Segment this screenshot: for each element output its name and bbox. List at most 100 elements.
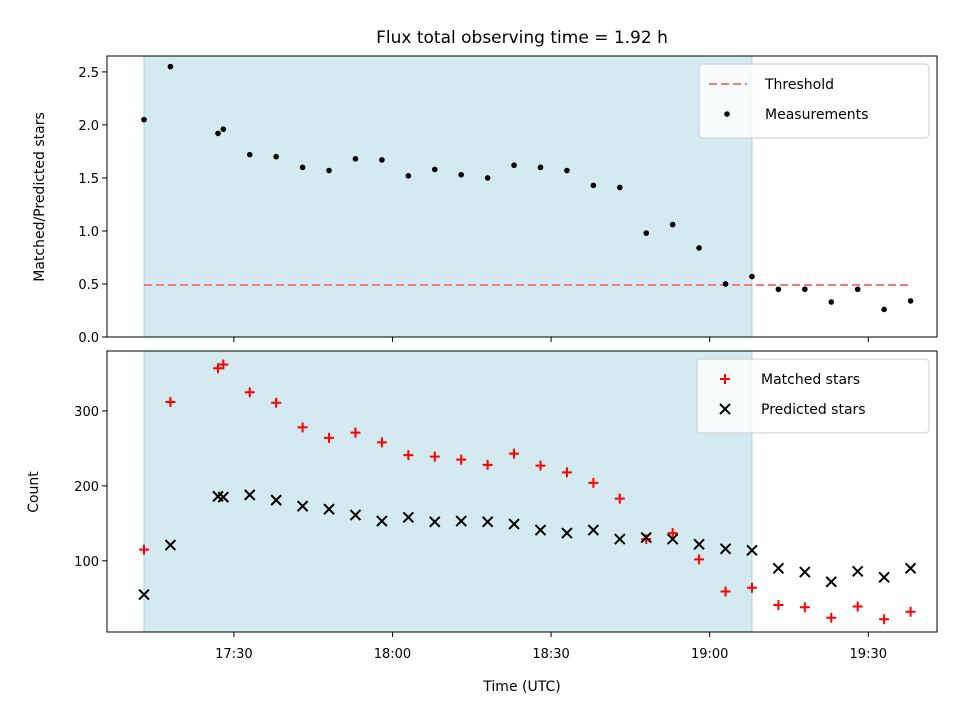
top-y-tick-label: 1.0: [78, 225, 99, 240]
bottom-panel: 100 200 300 17:30 18:00 18:30 19:00 19:30 Matche…: [74, 350, 938, 662]
predicted-stars-point: [244, 489, 256, 501]
top-plot-frame: [106, 55, 938, 338]
matched-stars-point: [482, 459, 493, 470]
legend-label: Predicted stars: [761, 402, 866, 418]
legend-label: Measurements: [765, 107, 868, 123]
predicted-stars-point: [904, 562, 917, 575]
matched-stars-point: [614, 493, 625, 504]
matched-stars-point: [720, 586, 731, 597]
top-y-tick-label: 0.0: [78, 331, 99, 346]
measurement-point: [246, 151, 253, 158]
measurement-point: [669, 221, 676, 228]
predicted-stars-point: [508, 518, 520, 530]
matched-stars-point: [905, 606, 916, 617]
measurement-point: [537, 164, 544, 171]
predicted-stars-point: [402, 511, 415, 524]
predicted-stars-point: [349, 509, 362, 521]
matched-stars-point: [694, 554, 705, 565]
top-y-tick-label: 0.5: [78, 278, 99, 293]
measurement-point: [617, 184, 623, 191]
predicted-stars-point: [376, 515, 388, 527]
matched-stars-point: [139, 544, 150, 555]
measurement-point: [802, 286, 808, 293]
predicted-stars-point: [217, 491, 230, 503]
matched-stars-point: [244, 387, 255, 398]
bottom-y-axis-label: Count: [26, 471, 42, 513]
measurement-point: [215, 130, 221, 137]
predicted-stars-point: [719, 543, 732, 555]
legend-predicted-stars-swatch: [719, 403, 731, 415]
matched-stars-point: [667, 528, 678, 539]
x-axis-label: Time (UTC): [482, 679, 560, 695]
top-y-tick-label: 2.5: [78, 66, 99, 81]
matched-stars-point: [429, 451, 440, 462]
matched-stars-point: [350, 427, 361, 438]
x-tick-label: 17:30: [215, 647, 252, 662]
bottom-shaded-span: [143, 350, 753, 633]
predicted-stars-point: [666, 533, 679, 545]
matched-stars-point: [403, 450, 414, 461]
matched-stars-point: [879, 614, 890, 625]
measurement-point: [405, 173, 412, 179]
measurement-point: [484, 175, 491, 181]
matched-stars-point: [297, 422, 308, 433]
matched-stars-point: [773, 600, 784, 611]
measurement-point: [352, 156, 359, 162]
predicted-stars-point: [640, 531, 652, 544]
top-y-tick-label: 1.5: [78, 172, 99, 187]
measurement-point: [907, 298, 914, 304]
top-shaded-span: [143, 55, 753, 338]
matched-stars-point: [324, 432, 335, 443]
top-panel: 0.0 0.5 1.0 1.5 2.0 2.5 Threshold Measurements: [78, 55, 938, 346]
measurement-point: [511, 162, 517, 169]
measurement-point: [141, 116, 147, 123]
measurement-point: [431, 166, 438, 173]
x-tick-label: 18:00: [374, 647, 411, 662]
matched-stars-point: [271, 397, 282, 408]
predicted-stars-point: [825, 576, 837, 588]
predicted-stars-point: [429, 516, 441, 528]
bottom-y-tick-label: 300: [74, 405, 99, 420]
x-tick-label: 19:30: [850, 647, 887, 662]
bottom-plot-frame: [106, 350, 938, 633]
measurement-point: [749, 273, 755, 280]
measurement-point: [379, 157, 385, 163]
matched-stars-point: [799, 602, 810, 613]
measurement-point: [458, 171, 465, 178]
matched-stars-point: [213, 363, 224, 374]
predicted-stars-point: [561, 527, 573, 539]
top-legend-box: [698, 63, 930, 139]
matched-stars-point: [165, 396, 176, 407]
legend-measurements-swatch: [724, 111, 730, 117]
measurement-point: [564, 167, 570, 174]
bottom-y-tick-label: 200: [74, 480, 99, 495]
predicted-stars-point: [455, 515, 467, 527]
predicted-stars-point: [534, 524, 547, 536]
predicted-stars-point: [270, 494, 282, 506]
matched-stars-point: [746, 582, 757, 593]
predicted-stars-point: [587, 524, 600, 536]
predicted-stars-point: [799, 566, 811, 578]
matched-stars-point: [218, 359, 229, 370]
measurement-point: [828, 299, 835, 305]
matched-stars-point: [588, 477, 599, 488]
matched-stars-point: [826, 612, 837, 623]
matched-stars-point: [456, 454, 467, 465]
matched-stars-point: [852, 601, 863, 612]
predicted-stars-point: [851, 565, 864, 578]
matched-stars-point: [509, 448, 520, 459]
measurement-point: [643, 230, 650, 236]
measurement-point: [326, 167, 332, 174]
predicted-stars-point: [772, 562, 785, 575]
x-tick-label: 19:00: [691, 647, 728, 662]
predicted-stars-point: [164, 539, 177, 551]
predicted-stars-point: [693, 538, 705, 551]
predicted-stars-point: [481, 516, 494, 528]
predicted-stars-point: [296, 500, 309, 512]
predicted-stars-point: [746, 544, 758, 557]
matched-stars-point: [535, 460, 546, 471]
predicted-stars-point: [614, 533, 626, 545]
measurement-point: [696, 245, 702, 251]
predicted-stars-point: [323, 503, 335, 515]
